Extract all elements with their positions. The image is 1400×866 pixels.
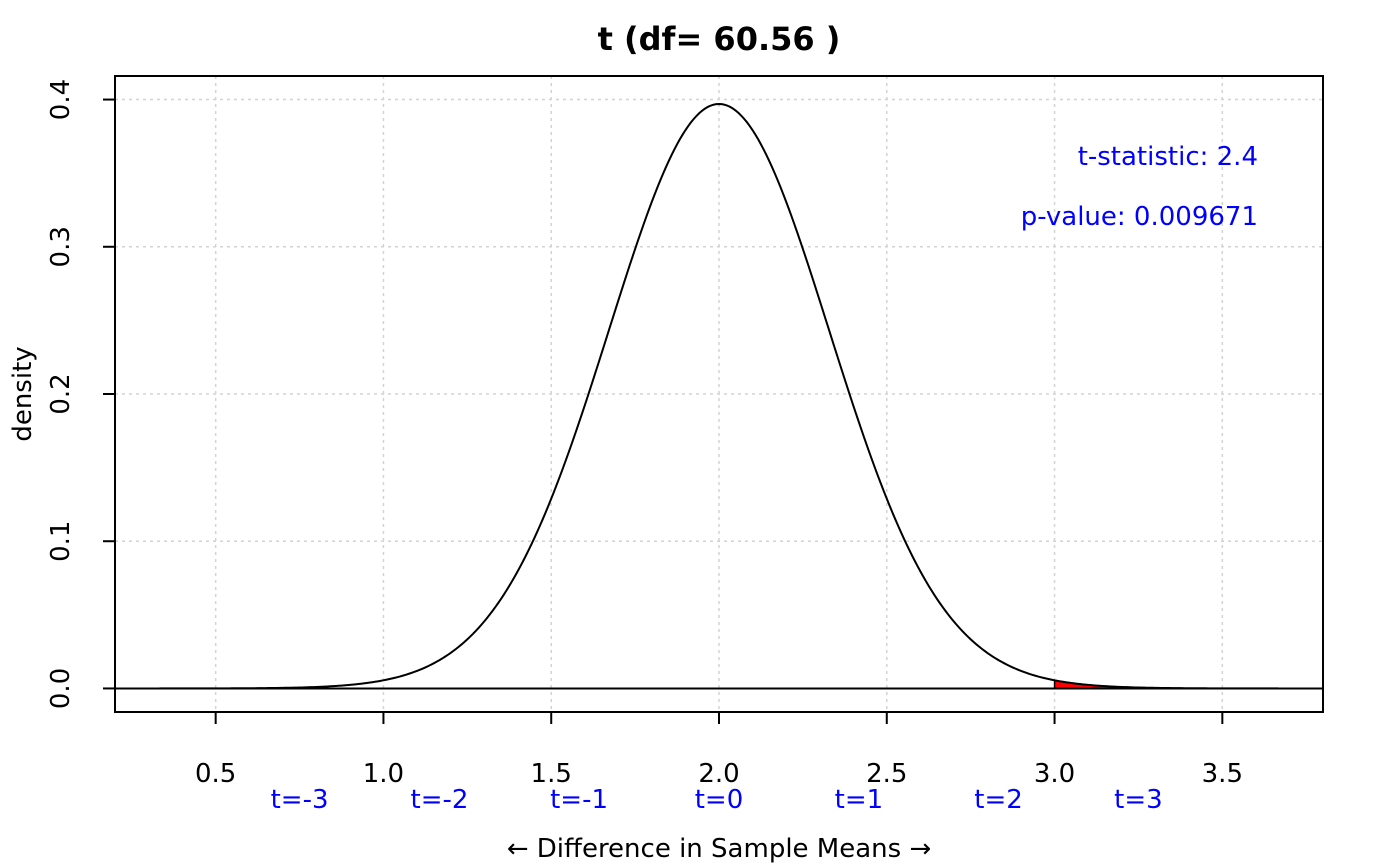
x-tick-label: 2.0 [698,759,739,789]
y-tick-label: 0.3 [46,226,76,267]
x-tick-label: 0.5 [195,759,236,789]
x-axis-label: ← Difference in Sample Means → [507,834,932,864]
y-tick-label: 0.0 [46,668,76,709]
y-tick-label: 0.1 [46,521,76,562]
t-value-label: t=-3 [271,785,329,815]
y-tick-label: 0.2 [46,373,76,414]
t-value-label: t=-1 [550,785,608,815]
y-axis: 0.0 0.1 0.2 0.3 0.4 [46,79,115,709]
x-tick-label: 1.5 [531,759,572,789]
density-curve [159,102,1279,690]
t-statistic-annotation: t-statistic: 2.4 [1078,142,1258,172]
t-value-label: t=3 [1114,785,1163,815]
t-value-label: t=2 [974,785,1023,815]
x-tick-label: 3.5 [1202,759,1243,789]
p-value-annotation: p-value: 0.009671 [1021,202,1258,232]
t-value-label: t=1 [835,785,884,815]
x-tick-label: 3.0 [1034,759,1075,789]
x-tick-label: 1.0 [363,759,404,789]
x-axis: 0.5 1.0 1.5 2.0 2.5 3.0 3.5 [195,712,1243,789]
t-value-label: t=0 [695,785,744,815]
t-value-label: t=-2 [411,785,469,815]
y-tick-label: 0.4 [46,79,76,120]
y-axis-label: density [8,346,38,441]
t-value-labels: t=-3 t=-2 t=-1 t=0 t=1 t=2 t=3 [271,785,1163,815]
chart-title: t (df= 60.56 ) [598,20,841,58]
x-tick-label: 2.5 [866,759,907,789]
